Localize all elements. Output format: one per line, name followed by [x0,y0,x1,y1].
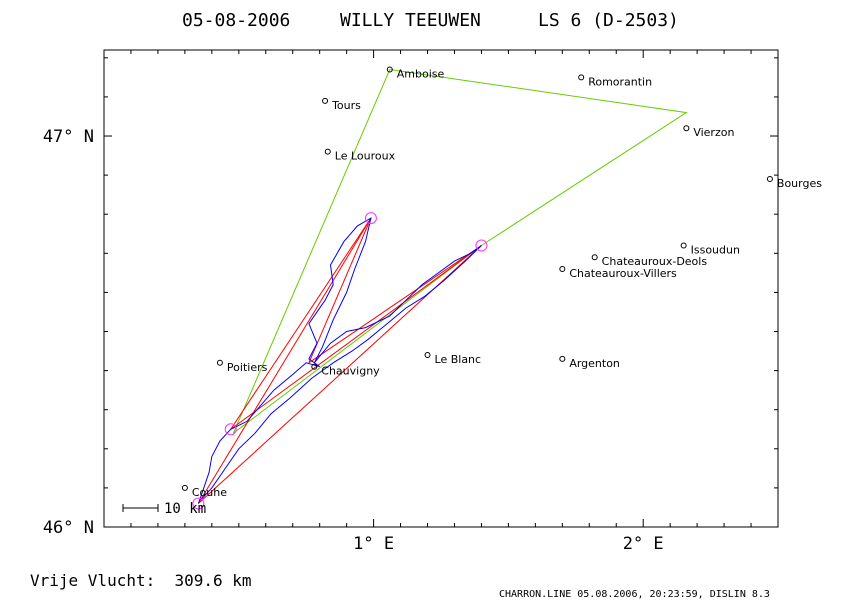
place-marker [559,265,566,272]
turnpoint-circle [192,497,205,510]
title-glider: LS 6 (D-2503) [538,10,679,31]
place-label: Amboise [397,68,445,81]
places-layer: Amboise Romorantin Tours Vierzon Le Louroux B… [181,66,822,499]
x-tick-label: 1° E [353,534,394,554]
place-label: Romorantin [588,75,652,88]
turnpoints-layer [192,212,488,510]
turnpoint-circle [475,239,488,252]
place-label: Poitiers [227,361,268,374]
place-marker [683,125,690,132]
place-marker [591,254,598,261]
place-marker [424,351,431,358]
scale-bar-label: 10 km [164,501,206,517]
leg-line [308,217,372,363]
place-marker [559,355,566,362]
title-pilot: WILLY TEEUWEN [340,10,481,31]
place-marker [386,66,393,73]
leg-line [308,245,482,364]
scale-bar: 10 km [122,501,206,517]
place-label: Chateauroux-Villers [569,267,677,280]
place-label: Vierzon [693,126,734,139]
task-route-line [232,68,688,434]
ticks-layer: 1° E 2° E 46° N 47° N [43,50,778,554]
place-marker [766,176,773,183]
place-label: Tours [331,99,361,112]
place-label: Chauvigny [321,365,380,378]
flight-track-line [197,217,482,504]
plot-frame [103,49,779,528]
place-marker [578,74,585,81]
y-tick-label: 46° N [43,518,94,538]
place-marker [311,363,318,370]
place-marker [216,359,223,366]
place-marker [322,97,329,104]
place-label: Le Louroux [335,150,396,163]
place-label: Couhe [192,486,227,499]
leg-line [230,245,482,430]
free-flight-distance: Vrije Vlucht: 309.6 km [30,571,252,590]
turnpoint-circle [364,212,377,225]
place-label: Issoudun [691,243,740,256]
place-label: Bourges [777,177,822,190]
x-tick-label: 2° E [623,534,664,554]
place-label: Le Blanc [435,353,482,366]
place-marker [181,484,188,491]
credit-line: CHARRON.LINE 05.08.2006, 20:23:59, DISLI… [499,589,770,600]
place-label: Chateauroux-Deols [602,255,708,268]
title-date: 05-08-2006 [182,10,290,31]
track-layer [197,217,482,504]
place-marker [680,242,687,249]
place-marker [324,148,331,155]
leg-line [230,217,372,430]
leg-line [197,217,372,504]
y-tick-label: 47° N [43,127,94,147]
turnpoint-circle [224,423,237,436]
place-label: Argenton [569,357,620,370]
task-layer [232,68,688,434]
